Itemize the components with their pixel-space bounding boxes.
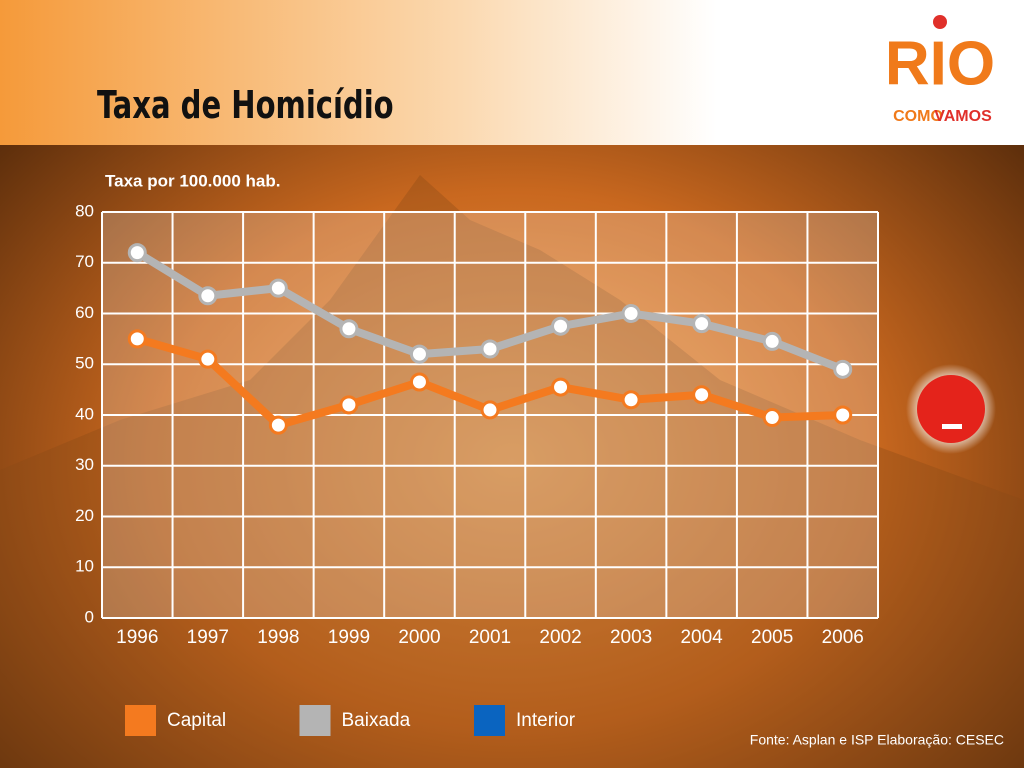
point <box>198 286 218 306</box>
legend-swatch <box>125 705 156 736</box>
point <box>268 415 288 435</box>
x-tick-label: 2001 <box>469 627 511 648</box>
point <box>833 405 853 425</box>
point <box>621 304 641 323</box>
minus-button[interactable] <box>917 375 985 443</box>
point <box>198 349 218 369</box>
minus-icon <box>942 424 962 429</box>
logo-bottom-right: VAMOS <box>934 108 992 125</box>
legend-label: Baixada <box>342 710 411 731</box>
x-tick-label: 2000 <box>398 627 440 648</box>
point <box>127 243 147 263</box>
x-tick-label: 2005 <box>751 627 793 648</box>
y-tick-label: 70 <box>75 252 94 271</box>
y-tick-label: 80 <box>75 201 94 220</box>
point <box>551 377 571 397</box>
point <box>551 316 571 336</box>
x-tick-label: 2006 <box>822 627 864 648</box>
y-tick-label: 30 <box>75 455 94 474</box>
point <box>409 372 429 392</box>
x-tick-label: 2003 <box>610 627 652 648</box>
y-tick-label: 10 <box>75 557 94 576</box>
point <box>692 385 712 405</box>
point <box>692 314 712 334</box>
y-tick-label: 60 <box>75 303 94 322</box>
logo-bottom-left: COMO <box>893 108 943 125</box>
x-tick-label: 1996 <box>116 627 158 648</box>
x-tick-label: 1998 <box>257 627 299 648</box>
x-tick-label: 1999 <box>328 627 370 648</box>
point <box>268 278 288 298</box>
logo-head <box>933 15 947 29</box>
point <box>762 408 782 428</box>
legend-swatch <box>474 705 505 736</box>
legend-swatch <box>299 705 331 736</box>
y-tick-label: 0 <box>85 607 94 626</box>
point <box>127 329 147 349</box>
point <box>339 395 359 415</box>
x-tick-label: 2002 <box>539 627 581 648</box>
source: Fonte: Asplan e ISP Elaboração: CESEC <box>750 732 1004 748</box>
point <box>339 319 359 339</box>
y-tick-label: 20 <box>75 506 94 525</box>
header-band <box>0 0 1024 145</box>
point <box>480 400 500 420</box>
y-tick-label: 40 <box>75 404 94 423</box>
slide-title: Taxa de Homicídio <box>97 83 394 127</box>
legend-label: Capital <box>167 710 226 731</box>
point <box>621 390 641 410</box>
x-tick-label: 2004 <box>680 627 723 648</box>
point <box>833 359 853 379</box>
mountain <box>0 175 1024 768</box>
point <box>480 339 500 359</box>
y-tick-label: 50 <box>75 354 94 373</box>
point <box>762 331 782 351</box>
y-axis-label: Taxa por 100.000 hab. <box>105 171 280 190</box>
point <box>409 344 429 364</box>
legend-label: Interior <box>516 710 576 731</box>
x-tick-label: 1997 <box>187 627 229 648</box>
logo-top: RIO <box>885 29 995 98</box>
